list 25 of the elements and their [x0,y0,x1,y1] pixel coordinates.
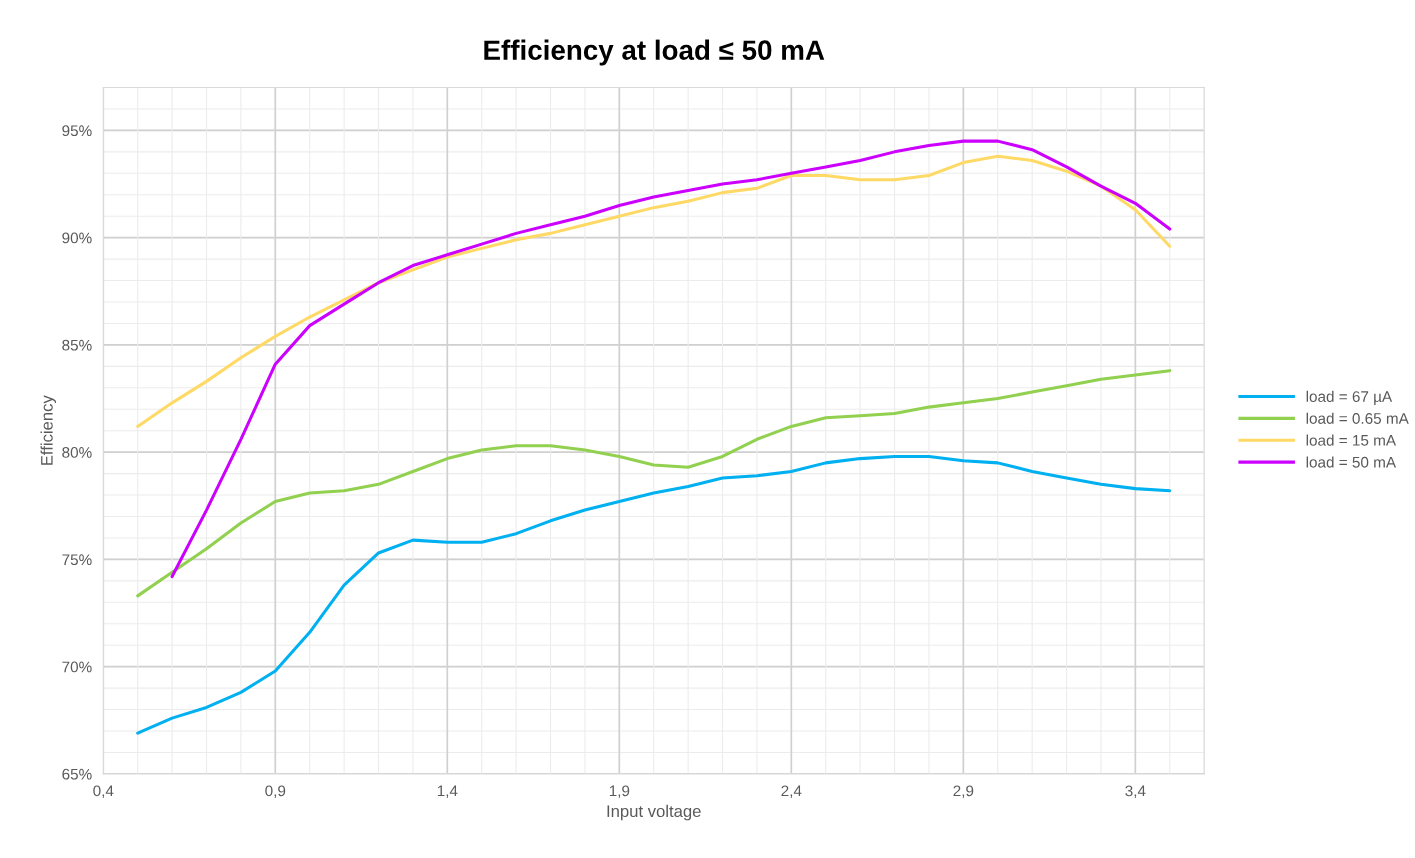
y-axis-title: Efficiency [40,395,57,465]
x-tick-label: 1,4 [437,785,458,799]
legend-label: load = 15 mA [1306,434,1397,446]
line-series [136,154,1172,428]
legend-label: load = 67 µA [1306,390,1393,406]
legend-label: load = 0.65 mA [1306,412,1409,424]
x-tick-label: 1,9 [609,785,630,799]
line-series [136,369,1172,598]
y-tick-label: 65% [62,768,92,780]
y-tick-label: 80% [62,447,92,458]
x-tick-label: 0,4 [93,785,114,799]
legend-label: load = 50 mA [1306,456,1397,468]
y-tick-label: 85% [62,339,92,351]
line-series [136,454,1172,735]
y-tick-label: 70% [62,661,92,673]
x-tick-label: 0,9 [265,785,286,799]
y-tick-label: 95% [62,125,92,137]
x-tick-label: 2,4 [781,785,802,799]
chart-title: Efficiency at load ≤ 50 mA [484,39,825,66]
x-axis-title: Input voltage [607,804,701,821]
line-series [170,139,1172,579]
x-tick-label: 3,4 [1125,785,1146,799]
x-tick-label: 2,9 [953,785,974,799]
y-tick-label: 90% [62,232,92,244]
y-tick-label: 75% [62,554,92,566]
